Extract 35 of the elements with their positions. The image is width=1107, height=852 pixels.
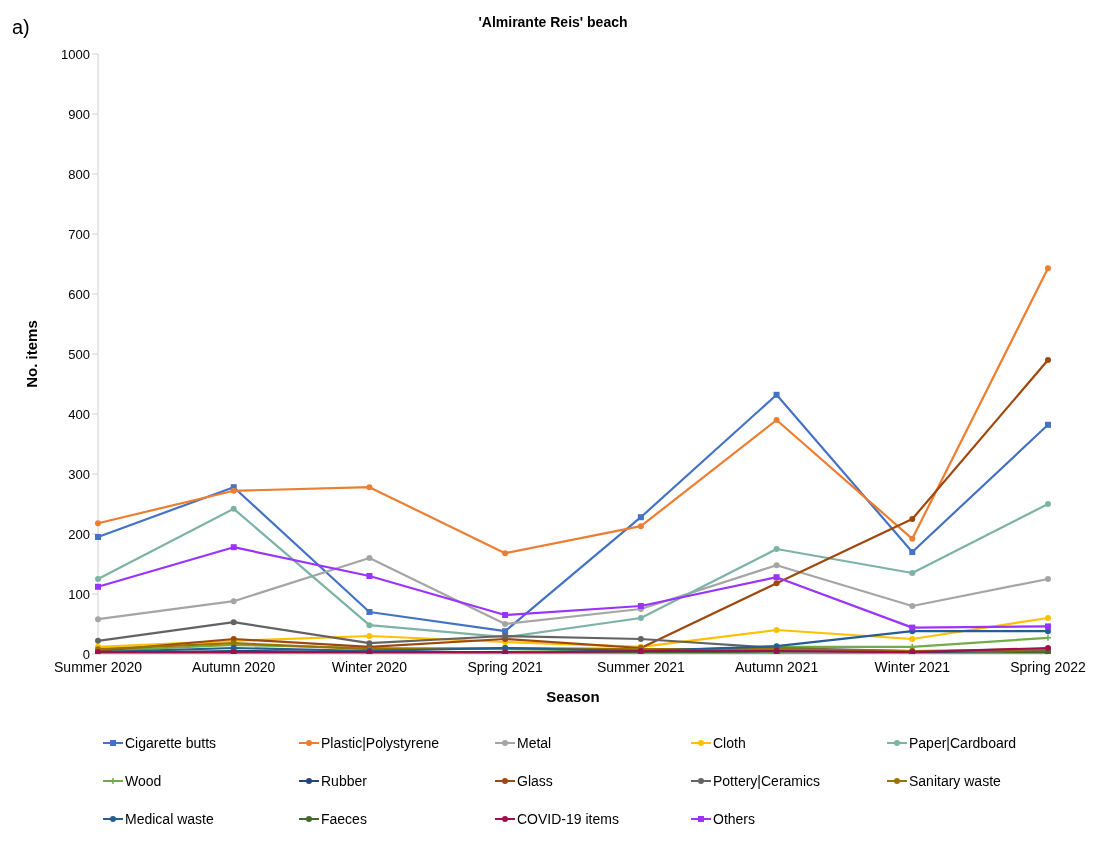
y-tick-label: 700 [68, 226, 90, 242]
legend-label: Rubber [321, 773, 367, 789]
legend-label: Plastic|Polystyrene [321, 735, 440, 751]
y-tick-label: 400 [68, 406, 90, 422]
y-tick-label: 800 [68, 166, 90, 182]
y-tick-label: 100 [68, 586, 90, 602]
legend-label: Wood [125, 773, 162, 789]
legend-label: Faeces [321, 811, 367, 827]
legend-label: Pottery|Ceramics [713, 773, 821, 789]
x-tick-label: Autumn 2020 [192, 658, 276, 675]
y-axis-title: No. items [23, 320, 41, 388]
x-tick-label: Winter 2020 [331, 658, 408, 675]
y-tick-label: 500 [68, 346, 90, 362]
x-tick-label: Summer 2021 [596, 658, 686, 675]
legend-label: Paper|Cardboard [909, 735, 1017, 751]
legend-label: Others [713, 811, 756, 827]
legend-label: Cloth [713, 735, 746, 751]
x-tick-label: Autumn 2021 [734, 658, 819, 675]
x-tick-label: Spring 2022 [1010, 658, 1086, 675]
text: a) [12, 16, 30, 39]
y-tick-label: 600 [68, 286, 90, 302]
chart-title: 'Almirante Reis' beach [478, 14, 628, 30]
legend-label: Metal [517, 735, 552, 751]
legend-label: COVID-19 items [517, 811, 619, 827]
y-tick-label: 1000 [61, 46, 90, 62]
legend-label: Cigarette butts [125, 735, 217, 751]
legend-label: Glass [517, 773, 553, 789]
y-tick-label: 900 [68, 106, 90, 122]
x-tick-label: Spring 2021 [467, 658, 544, 675]
y-tick-label: 200 [68, 526, 90, 542]
x-axis-title: Season [546, 688, 600, 705]
x-tick-label: Winter 2021 [874, 658, 951, 675]
legend-label: Medical waste [125, 811, 214, 827]
y-tick-label: 300 [68, 466, 90, 482]
legend-label: Sanitary waste [909, 773, 1001, 789]
